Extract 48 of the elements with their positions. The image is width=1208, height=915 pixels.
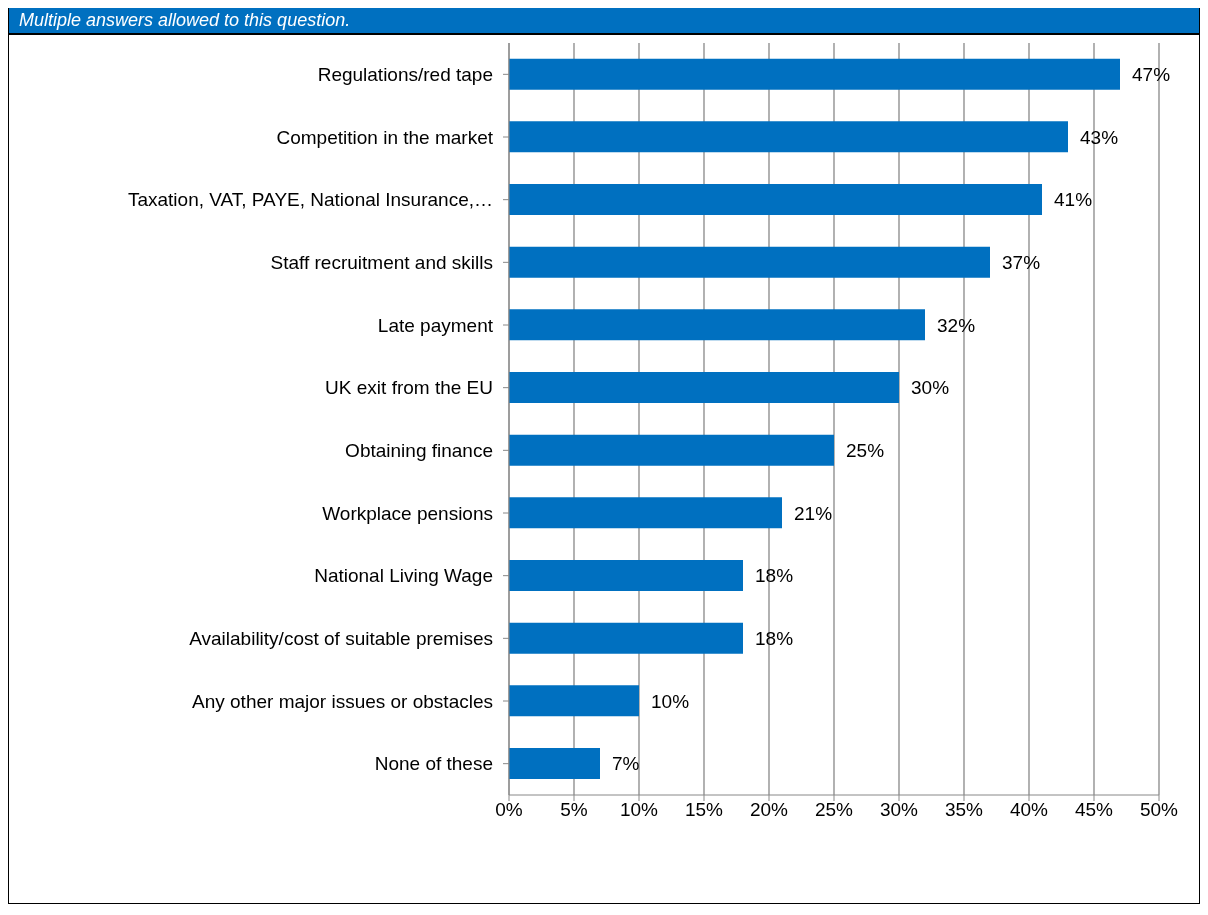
x-tick-label: 25% [814,799,854,821]
bar [509,748,600,779]
data-label: 18% [755,627,794,649]
x-tick-label: 10% [619,799,659,821]
data-label: 18% [755,565,794,587]
data-label: 32% [937,314,976,336]
data-label: 25% [846,439,885,461]
x-tick-label: 0% [495,799,523,821]
data-label: 30% [911,377,950,399]
x-tick-label: 5% [560,799,588,821]
x-tick-label: 50% [1139,799,1179,821]
bar [509,560,743,591]
y-tick-label: Late payment [377,314,494,336]
y-tick-label: Taxation, VAT, PAYE, National Insurance,… [127,189,493,211]
x-tick-label: 45% [1074,799,1114,821]
data-label: 37% [1002,251,1041,273]
data-label: 21% [794,502,833,524]
y-tick-label: Obtaining finance [345,440,493,462]
y-tick-label: UK exit from the EU [325,377,493,399]
x-tick-label: 15% [684,799,724,821]
bar [509,58,1120,90]
y-tick-label: Competition in the market [276,126,494,148]
y-tick-label: Workplace pensions [322,502,493,524]
x-tick-label: 35% [944,799,984,821]
bar [509,434,834,466]
y-tick-label: Any other major issues or obstacles [192,690,493,712]
text: Multiple answers allowed to this question. [9,8,1199,35]
data-label: 41% [1054,189,1093,211]
bar [509,121,1068,153]
x-tick-label: 40% [1009,799,1049,821]
bar [509,685,639,717]
x-tick-label: 30% [879,799,919,821]
y-tick-label: None of these [374,753,493,775]
data-label: 7% [612,753,640,775]
data-label: 47% [1132,63,1171,85]
x-tick-label: 20% [749,799,789,821]
bar [509,372,899,403]
data-label: 10% [651,690,690,712]
y-tick-label: Staff recruitment and skills [270,252,493,274]
bar [509,184,1042,215]
data-label: 43% [1080,126,1119,148]
bar [509,497,782,529]
bar [509,622,743,654]
bar [509,246,990,278]
y-tick-label: Regulations/red tape [317,64,493,86]
y-tick-label: National Living Wage [314,565,493,587]
y-tick-label: Availability/cost of suitable premises [189,628,493,650]
bar [509,309,925,341]
